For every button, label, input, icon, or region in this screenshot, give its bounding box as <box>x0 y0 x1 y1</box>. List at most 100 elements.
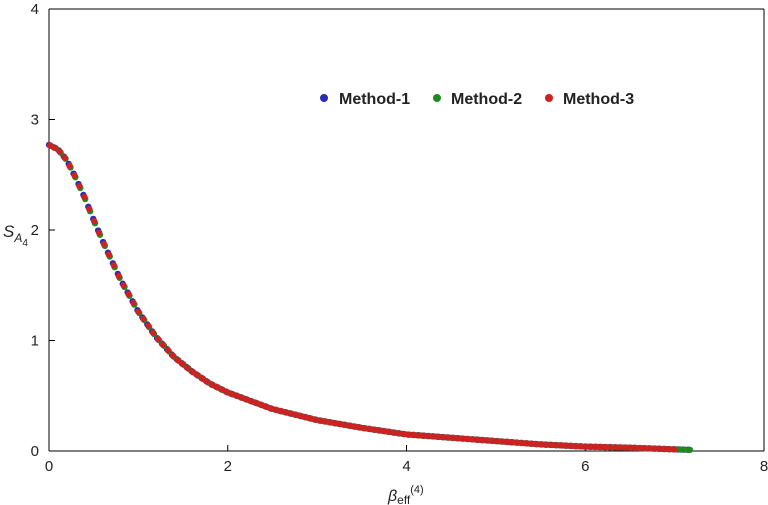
data-point-method-3 <box>223 388 231 396</box>
y-axis-label: SA4 <box>3 222 28 249</box>
data-point-method-3 <box>154 335 162 343</box>
data-point-method-3 <box>130 299 137 307</box>
data-point-method-3 <box>607 443 614 451</box>
data-point-method-3 <box>258 401 265 409</box>
data-point-method-2 <box>681 446 689 453</box>
data-point-method-3 <box>371 426 378 433</box>
data-point-method-3 <box>508 439 516 446</box>
data-point-method-3 <box>321 418 329 425</box>
data-point-method-3 <box>272 406 280 414</box>
data-point-method-3 <box>218 386 226 393</box>
legend-marker-method-2 <box>433 94 441 102</box>
data-point-method-3 <box>577 443 584 450</box>
data-point-method-3 <box>297 412 304 420</box>
data-point-method-3 <box>282 409 290 416</box>
data-point-method-3 <box>602 443 609 451</box>
data-point-method-3 <box>317 417 324 424</box>
data-point-method-3 <box>670 446 678 453</box>
data-point-method-3 <box>243 396 250 403</box>
data-point-method-3 <box>326 419 334 426</box>
data-point-method-3 <box>410 431 417 439</box>
data-point-method-3 <box>533 440 540 448</box>
data-point-method-3 <box>484 437 491 444</box>
data-point-method-3 <box>553 441 560 449</box>
data-point-method-3 <box>479 436 486 444</box>
x-axis-label-sub: eff <box>397 493 411 505</box>
data-point-method-3 <box>666 445 673 453</box>
data-point-method-3 <box>572 442 580 450</box>
data-point-method-3 <box>557 442 565 449</box>
data-point-method-3 <box>71 172 78 179</box>
data-point-method-3 <box>543 441 550 448</box>
data-point-method-3 <box>582 443 589 450</box>
data-point-method-3 <box>636 444 643 452</box>
data-point-method-2 <box>676 446 684 453</box>
data-point-method-3 <box>199 375 206 382</box>
y-tick-label: 0 <box>31 443 39 460</box>
legend-marker-method-3 <box>545 94 553 102</box>
y-axis-label-main: S <box>3 222 15 241</box>
y-tick-label: 4 <box>31 1 39 18</box>
data-point-method-3 <box>149 329 157 336</box>
data-point-method-3 <box>587 443 594 450</box>
data-points <box>45 141 694 454</box>
data-point-method-3 <box>203 378 211 385</box>
data-point-method-3 <box>523 440 530 447</box>
data-point-method-3 <box>415 432 422 439</box>
data-point-method-3 <box>454 435 462 442</box>
data-point-method-3 <box>100 240 108 248</box>
data-point-method-3 <box>233 392 240 399</box>
data-point-method-3 <box>238 394 245 401</box>
data-point-method-3 <box>395 430 403 437</box>
data-point-method-3 <box>90 217 98 225</box>
data-point-method-3 <box>562 442 570 449</box>
data-point-method-3 <box>425 432 432 440</box>
data-point-method-3 <box>336 420 344 428</box>
data-point-method-3 <box>140 315 147 322</box>
data-point-method-3 <box>385 428 393 436</box>
y-tick-label: 1 <box>31 333 39 350</box>
data-point-method-3 <box>331 419 339 427</box>
data-point-method-3 <box>120 282 127 289</box>
data-point-method-3 <box>164 346 172 354</box>
data-point-method-3 <box>228 390 235 398</box>
data-point-method-3 <box>248 398 255 405</box>
data-point-method-3 <box>356 424 363 431</box>
data-point-method-3 <box>179 360 186 368</box>
data-point-method-3 <box>621 444 629 451</box>
data-point-method-3 <box>430 433 437 440</box>
y-tick-label: 3 <box>31 112 39 129</box>
legend-label-method-3: Method-3 <box>563 91 634 108</box>
data-point-method-3 <box>110 262 117 269</box>
data-point-method-3 <box>307 415 314 422</box>
data-point-method-3 <box>380 427 388 435</box>
data-point-method-3 <box>503 438 511 446</box>
data-point-method-3 <box>366 425 373 433</box>
data-point-method-2 <box>686 446 694 454</box>
data-point-method-3 <box>105 251 113 258</box>
data-point-method-3 <box>95 229 103 236</box>
data-point-method-3 <box>81 193 88 201</box>
data-point-method-3 <box>656 445 663 452</box>
data-point-method-3 <box>46 142 54 149</box>
data-point-method-3 <box>312 416 319 423</box>
legend-label-method-1: Method-1 <box>339 91 410 108</box>
y-ticks: 0 1 2 3 4 <box>31 1 55 460</box>
data-point-method-3 <box>51 144 59 151</box>
data-point-method-3 <box>474 436 481 443</box>
data-point-method-3 <box>489 437 496 444</box>
data-point-method-3 <box>208 381 216 388</box>
data-point-method-3 <box>469 436 476 443</box>
data-point-method-3 <box>351 423 358 430</box>
data-point-method-3 <box>518 439 525 447</box>
data-point-method-3 <box>262 403 270 410</box>
data-point-method-3 <box>189 368 196 375</box>
data-point-method-3 <box>513 439 521 446</box>
data-point-method-3 <box>56 148 63 155</box>
data-point-method-3 <box>528 440 535 447</box>
data-point-method-3 <box>302 413 309 421</box>
data-point-method-3 <box>346 422 353 429</box>
data-point-method-3 <box>626 444 634 451</box>
data-point-method-3 <box>159 341 167 348</box>
